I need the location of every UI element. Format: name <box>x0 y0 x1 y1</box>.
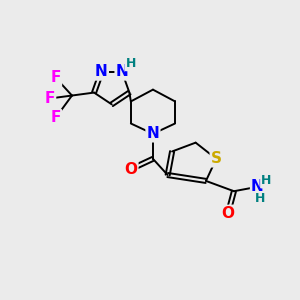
Text: H: H <box>255 192 266 205</box>
Text: F: F <box>45 91 55 106</box>
Text: H: H <box>126 57 136 70</box>
Text: N: N <box>251 179 264 194</box>
Text: H: H <box>261 174 272 188</box>
Text: F: F <box>51 110 61 125</box>
Text: O: O <box>221 206 235 221</box>
Text: O: O <box>124 162 137 177</box>
Text: S: S <box>211 151 222 166</box>
Text: F: F <box>51 70 61 86</box>
Text: N: N <box>147 126 159 141</box>
Text: N: N <box>116 64 128 80</box>
Text: N: N <box>95 64 108 80</box>
